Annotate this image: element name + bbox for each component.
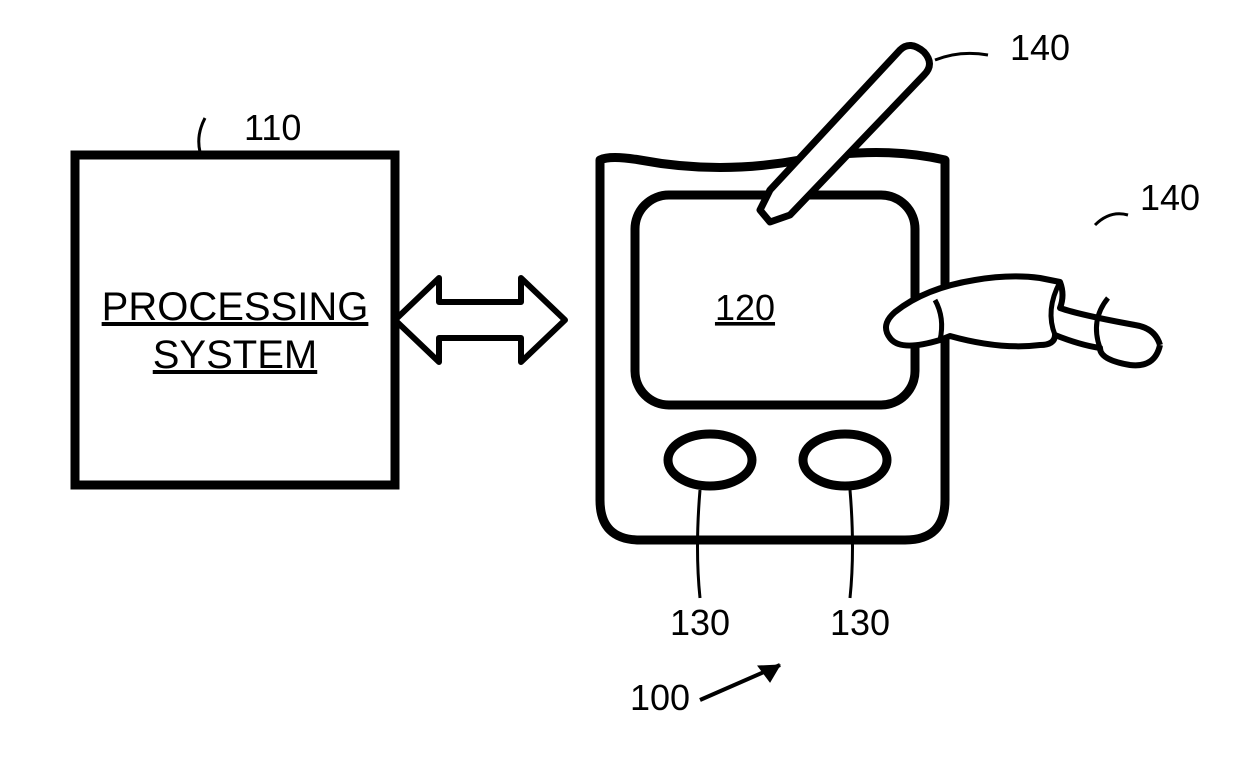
ref-140-finger-leader xyxy=(1095,214,1128,225)
ref-110-label: 110 xyxy=(244,107,301,148)
ref-130-left-label: 130 xyxy=(670,602,730,643)
ref-100-label: 100 xyxy=(630,677,690,718)
ref-140-finger-label: 140 xyxy=(1140,177,1200,218)
processing-system-label-line2: SYSTEM xyxy=(153,333,317,377)
bidirectional-arrow xyxy=(395,278,565,362)
device-button-right[interactable] xyxy=(803,434,887,486)
ref-130-right-label: 130 xyxy=(830,602,890,643)
patent-figure: PROCESSING SYSTEM 110 120 130 130 140 14… xyxy=(0,0,1240,760)
ref-140-stylus-leader xyxy=(935,53,988,60)
processing-system-label-line1: PROCESSING xyxy=(102,285,369,329)
ref-120-label: 120 xyxy=(715,287,775,328)
ref-140-stylus-label: 140 xyxy=(1010,27,1070,68)
device-button-left[interactable] xyxy=(668,434,752,486)
ref-110-leader xyxy=(199,118,205,152)
